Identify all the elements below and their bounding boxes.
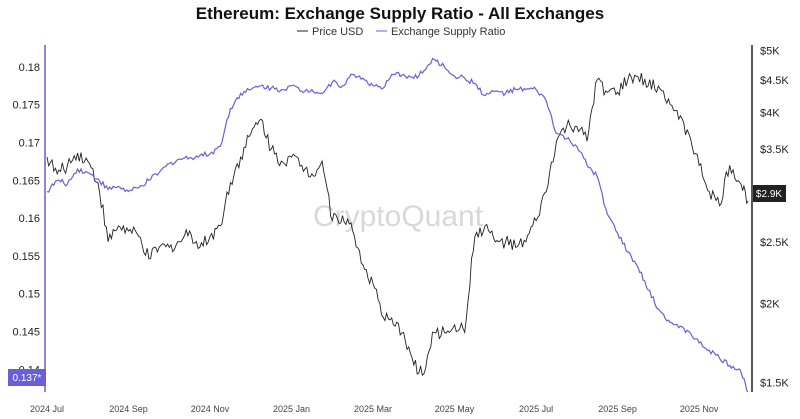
chart-title: Ethereum: Exchange Supply Ratio - All Ex… xyxy=(196,4,604,23)
right-tick-label: $3.5K xyxy=(760,144,789,156)
left-tick-label: 0.15 xyxy=(19,289,40,301)
left-tick-label: 0.18 xyxy=(19,62,40,74)
left-tick-label: 0.145 xyxy=(12,327,40,339)
left-tick-label: 0.155 xyxy=(12,251,40,263)
right-tick-label: $4.5K xyxy=(760,75,789,87)
x-axis-ticks: 2024 Jul 2024 Sep 2024 Nov 2025 Jan 2025 Mar… xyxy=(30,404,719,414)
x-tick-label: 2025 Mar xyxy=(354,404,392,414)
x-tick-label: 2024 Sep xyxy=(109,404,148,414)
left-last-value-badge-bg xyxy=(8,369,46,386)
left-tick-label: 0.16 xyxy=(19,213,40,225)
right-tick-label: $2.5K xyxy=(760,237,789,249)
legend-label-ratio: Exchange Supply Ratio xyxy=(391,26,505,38)
right-last-value-label: $2.9K xyxy=(756,189,782,200)
x-tick-label: 2025 May xyxy=(435,404,475,414)
x-tick-label: 2024 Jul xyxy=(30,404,64,414)
x-tick-label: 2025 Nov xyxy=(680,404,719,414)
right-tick-label: $1.5K xyxy=(760,378,789,390)
x-tick-label: 2024 Nov xyxy=(191,404,230,414)
left-last-value-badge: 0.137* xyxy=(8,369,46,386)
left-tick-label: 0.17 xyxy=(19,138,40,150)
x-tick-label: 2025 Sep xyxy=(598,404,637,414)
right-tick-label: $2K xyxy=(760,298,780,310)
right-tick-label: $4K xyxy=(760,107,780,119)
right-axis-ticks: $1.5K $2K $2.5K $3.5K $4K $4.5K $5K xyxy=(760,46,789,390)
right-tick-label: $5K xyxy=(760,46,780,58)
left-tick-label: 0.165 xyxy=(12,175,40,187)
x-tick-label: 2025 Jul xyxy=(519,404,553,414)
x-tick-label: 2025 Jan xyxy=(273,404,310,414)
left-last-value-label: 0.137* xyxy=(13,373,42,384)
right-last-value-badge: $2.9K xyxy=(753,185,786,202)
price-usd-line xyxy=(46,72,749,377)
right-last-value-badge-bg xyxy=(753,185,786,202)
legend: Price USD Exchange Supply Ratio xyxy=(297,26,505,38)
exchange-supply-ratio-line xyxy=(46,57,749,393)
left-tick-label: 0.175 xyxy=(12,100,40,112)
watermark: CryptoQuant xyxy=(313,200,484,233)
legend-label-price: Price USD xyxy=(312,26,363,38)
